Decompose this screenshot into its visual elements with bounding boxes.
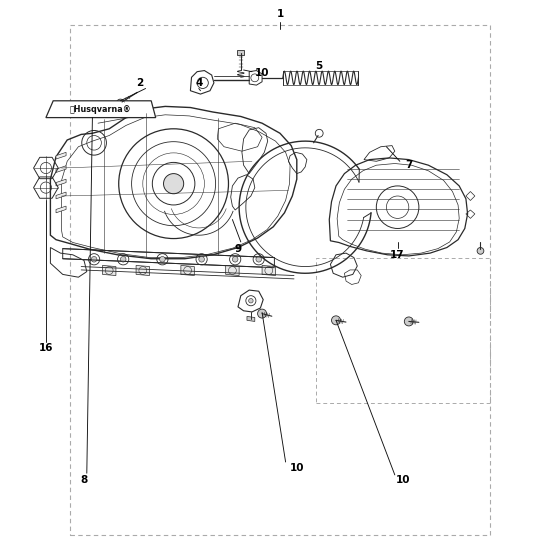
Circle shape [164, 174, 184, 194]
Text: 2: 2 [137, 78, 143, 88]
Polygon shape [46, 101, 156, 118]
Text: ⓊHusqvarna®: ⓊHusqvarna® [70, 105, 132, 114]
Polygon shape [226, 265, 239, 276]
Circle shape [404, 317, 413, 326]
Polygon shape [56, 179, 66, 186]
Polygon shape [237, 50, 244, 55]
Polygon shape [56, 166, 66, 172]
Polygon shape [181, 265, 194, 276]
Text: 7: 7 [405, 160, 413, 170]
Bar [70, 25, 490, 535]
Text: 8: 8 [81, 475, 87, 486]
Circle shape [116, 99, 124, 107]
Text: 10: 10 [290, 463, 304, 473]
Circle shape [232, 256, 238, 262]
Bar [316, 258, 490, 403]
Text: 17: 17 [390, 250, 405, 260]
Text: 4: 4 [195, 78, 203, 88]
Circle shape [120, 256, 126, 262]
Polygon shape [247, 316, 255, 321]
Circle shape [477, 248, 484, 254]
Polygon shape [56, 192, 66, 199]
Polygon shape [56, 152, 66, 159]
Circle shape [249, 298, 253, 303]
Text: 5: 5 [316, 61, 323, 71]
Circle shape [332, 316, 340, 325]
Text: 9: 9 [235, 244, 241, 254]
Polygon shape [102, 265, 116, 276]
Circle shape [160, 256, 165, 262]
Text: 1: 1 [277, 9, 283, 19]
Circle shape [91, 256, 97, 262]
Circle shape [199, 256, 204, 262]
Polygon shape [136, 265, 150, 276]
Text: 16: 16 [39, 343, 53, 353]
Polygon shape [56, 206, 66, 213]
Text: 10: 10 [255, 68, 269, 78]
Polygon shape [262, 265, 276, 276]
Circle shape [258, 309, 267, 318]
Text: 10: 10 [396, 475, 410, 486]
Circle shape [256, 256, 262, 262]
